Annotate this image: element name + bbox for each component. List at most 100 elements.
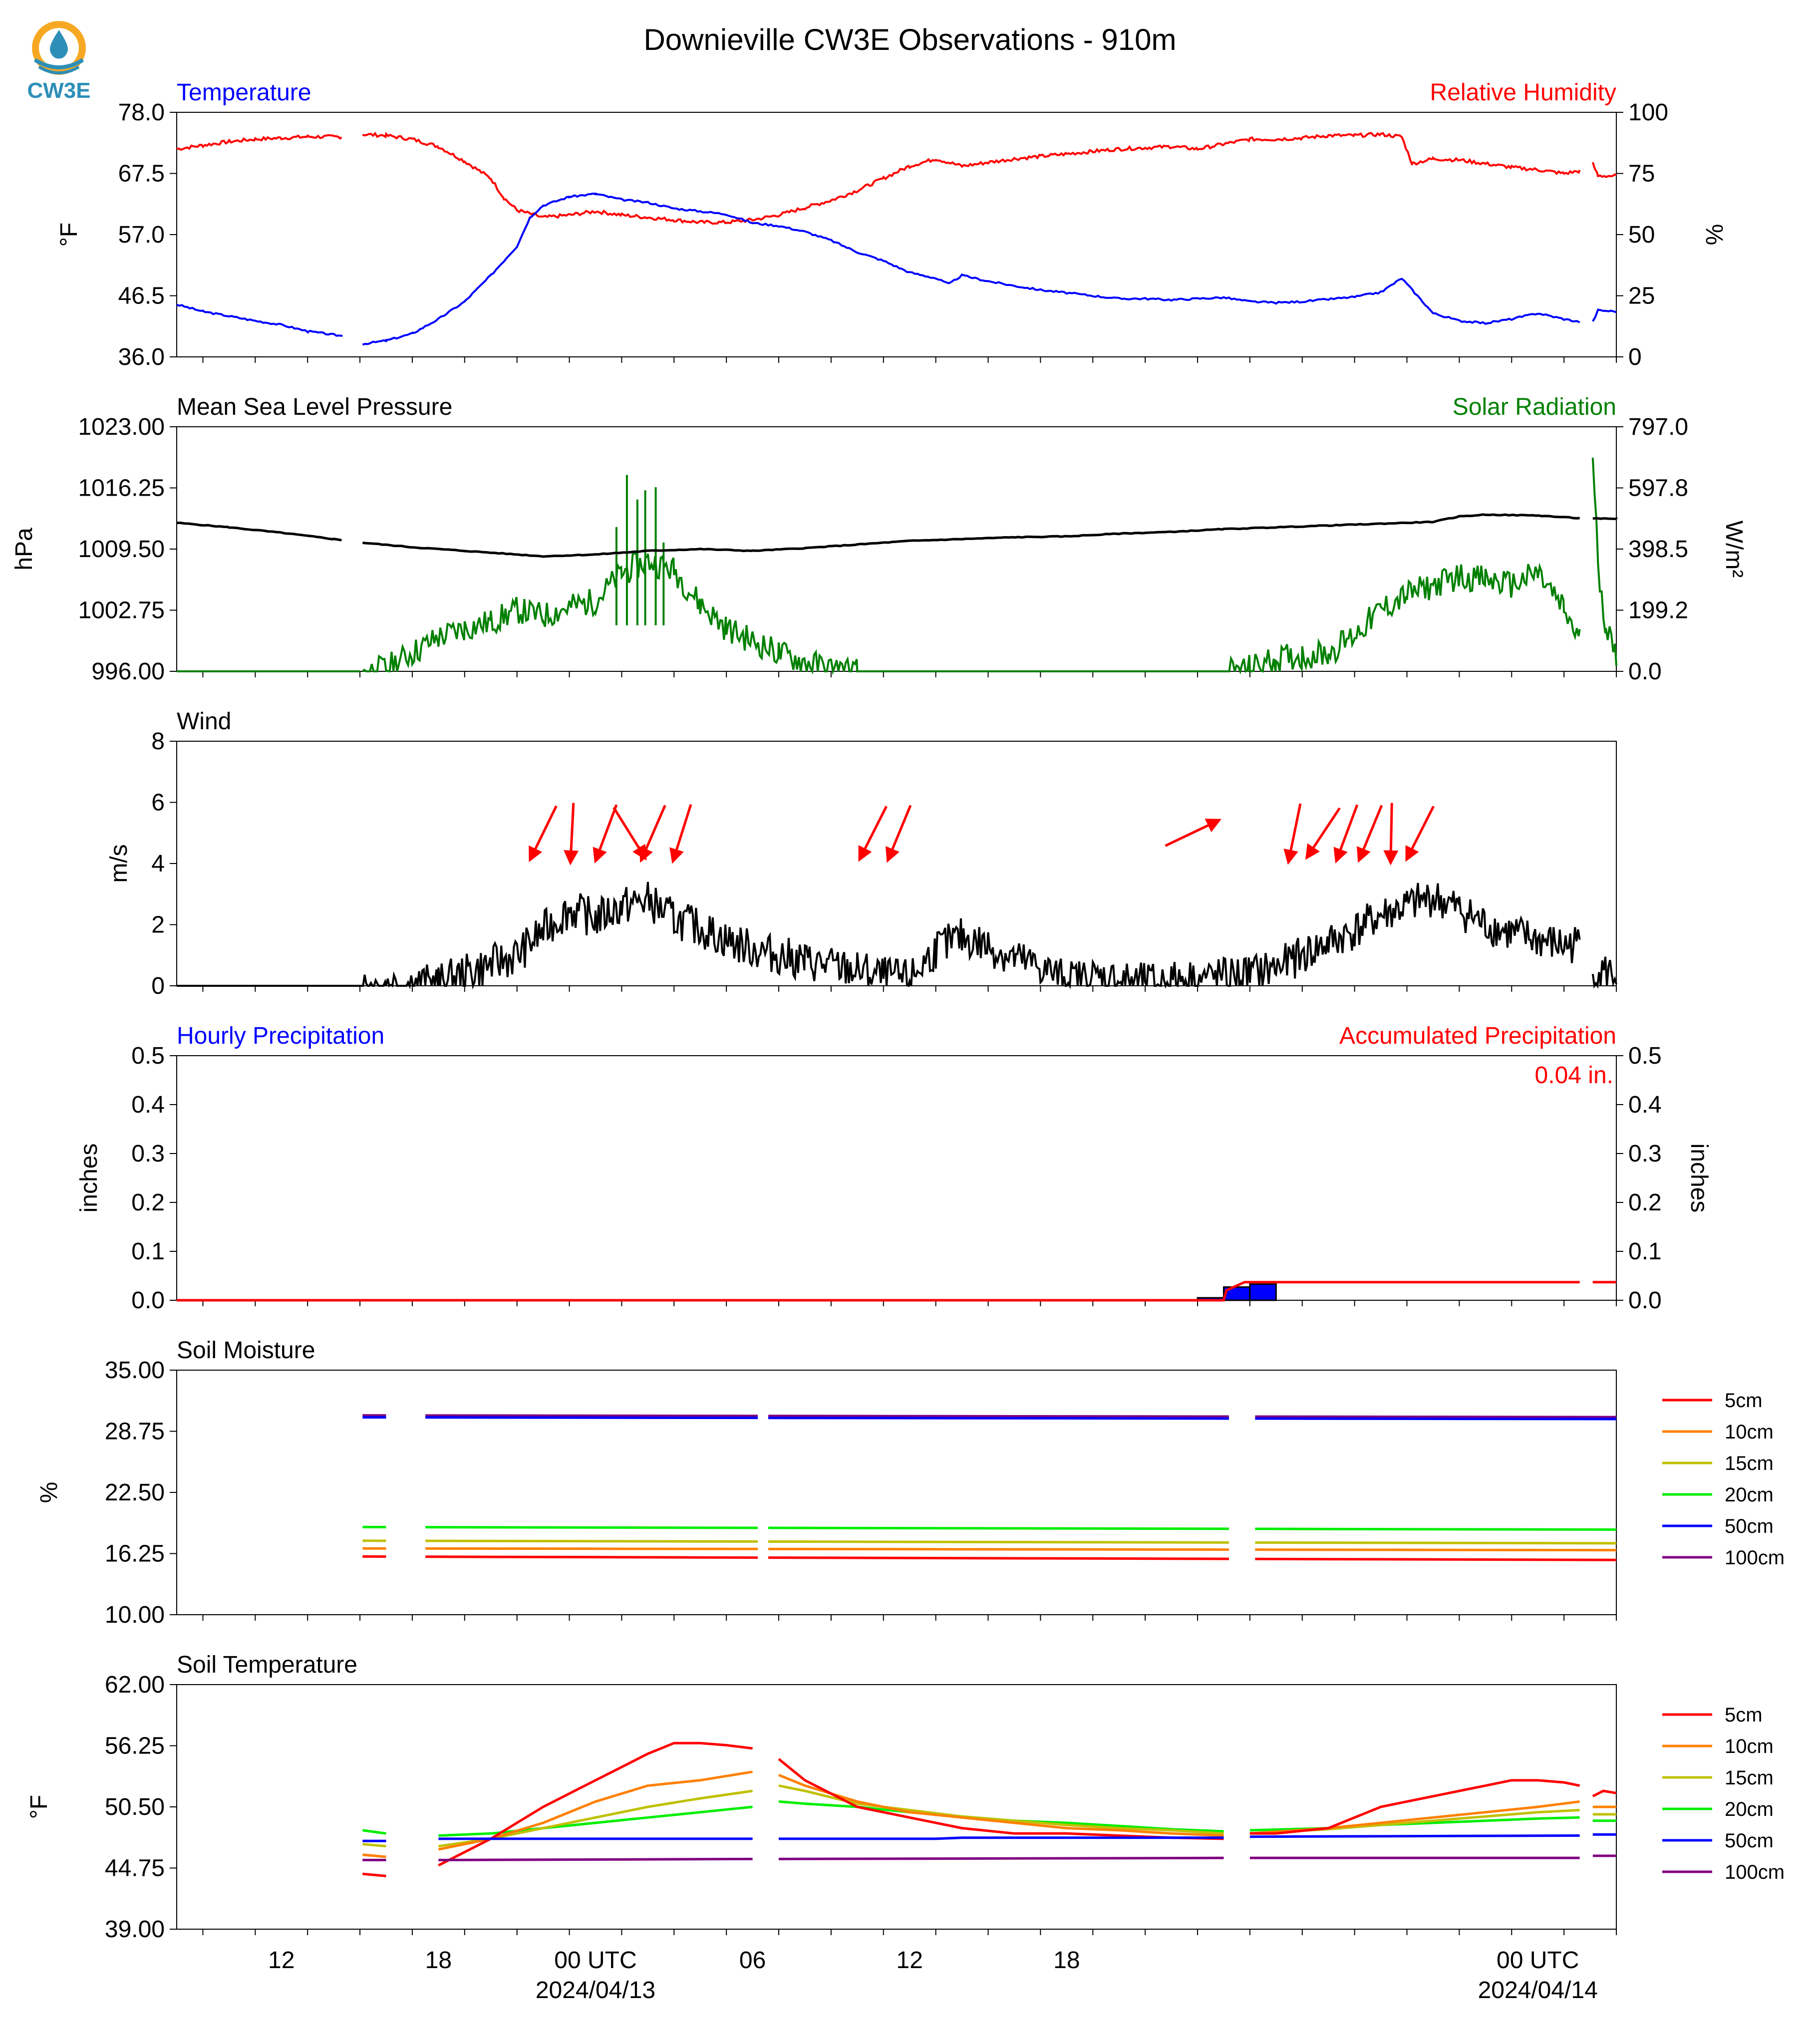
rh-line — [176, 132, 1617, 225]
humidity-tick-label: 25 — [1628, 283, 1655, 309]
temperature-tick-label: 36.0 — [118, 344, 165, 370]
soil-temp-line-100cm — [362, 1854, 1616, 1861]
wind-tick-label: 2 — [151, 912, 165, 938]
hourly-precip-bar — [1249, 1283, 1277, 1301]
legend-label: 5cm — [1725, 1704, 1763, 1726]
legend-label: 100cm — [1725, 1861, 1785, 1883]
soil-moisture-panel: Soil Moisture 35.00 28.75 22.50 16.25 10.00% 5… — [36, 1337, 1785, 1628]
wind-direction-arrow — [1165, 819, 1222, 847]
cw3e-logo-icon: CW3E — [27, 21, 91, 103]
soil-temperature-panel: Soil Temperature 62.00 56.25 50.50 44.75 39.0… — [26, 1652, 1785, 1943]
pressure-panel: Mean Sea Level Pressure Solar Radiation 10… — [11, 394, 1747, 685]
solar-tick-label: 199.2 — [1628, 597, 1688, 624]
humidity-tick-label: 0 — [1628, 344, 1642, 370]
wind-direction-arrow — [886, 805, 912, 863]
solar-tick-label: 0.0 — [1628, 658, 1662, 685]
x-date-label: 2024/04/13 — [536, 1977, 655, 2004]
soil-moisture-tick-label: 28.75 — [105, 1419, 165, 1445]
wind-direction-arrow — [529, 805, 558, 863]
legend-label: 100cm — [1725, 1547, 1785, 1569]
accum-total-label: 0.04 in. — [1535, 1062, 1613, 1089]
legend-label: 50cm — [1725, 1830, 1774, 1852]
wind-tick-label: 6 — [151, 790, 165, 816]
humidity-tick-label: 50 — [1628, 222, 1655, 248]
hourly-precip-tick-label: 0.0 — [131, 1287, 165, 1314]
soil-moisture-tick-label: 10.00 — [105, 1602, 165, 1628]
wind-direction-arrow — [1283, 803, 1302, 865]
panel-title-left: Hourly Precipitation — [177, 1023, 384, 1049]
panel-title-left: Soil Moisture — [177, 1337, 315, 1364]
x-tick-label: 18 — [425, 1947, 452, 1974]
pressure-tick-label: 1016.25 — [78, 475, 165, 502]
x-tick-label: 00 UTC — [1497, 1947, 1579, 1974]
soil-temp-line-50cm — [362, 1833, 1616, 1842]
y-axis-label: °F — [26, 1795, 52, 1819]
wind-direction-arrow — [564, 803, 579, 866]
soil-moisture-tick-label: 35.00 — [105, 1357, 165, 1384]
pressure-line — [177, 513, 1618, 558]
accum-precip-tick-label: 0.3 — [1628, 1141, 1662, 1167]
humidity-tick-label: 75 — [1628, 161, 1655, 187]
soil-moisture-line-50cm — [362, 1416, 1617, 1421]
legend-label: 50cm — [1725, 1515, 1774, 1537]
panel-title-left: Wind — [177, 708, 231, 735]
wind-tick-label: 0 — [151, 973, 165, 999]
soil-temperature-tick-label: 39.00 — [105, 1916, 165, 1943]
temperature-tick-label: 46.5 — [118, 283, 165, 309]
accum-precip-tick-label: 0.2 — [1628, 1189, 1662, 1216]
temperature-tick-label: 67.5 — [118, 161, 165, 187]
soil-moisture-line-10cm — [362, 1547, 1617, 1552]
accum-precip-tick-label: 0.0 — [1628, 1287, 1662, 1314]
hourly-precip-tick-label: 0.5 — [131, 1043, 165, 1069]
temperature-tick-label: 57.0 — [118, 222, 165, 248]
y-axis-label: hPa — [11, 528, 37, 571]
x-tick-label: 06 — [739, 1947, 766, 1974]
panel-title-left: Soil Temperature — [177, 1652, 357, 1678]
pressure-tick-label: 996.00 — [91, 658, 165, 685]
logo-text: CW3E — [27, 78, 90, 103]
soil-temp-line-15cm — [362, 1784, 1616, 1848]
soil-moisture-line-100cm — [362, 1414, 1617, 1419]
soil-moisture-line-15cm — [362, 1539, 1617, 1545]
panel-title-right: Relative Humidity — [1430, 79, 1616, 106]
solar-line — [177, 457, 1617, 675]
wind-tick-label: 4 — [151, 851, 165, 877]
legend-label: 10cm — [1725, 1736, 1774, 1757]
wind-direction-arrow — [1356, 805, 1383, 863]
panel-title-left: Temperature — [177, 79, 311, 106]
wind-direction-arrow — [593, 804, 618, 864]
legend-label: 10cm — [1725, 1421, 1774, 1443]
soil-temp-line-5cm — [362, 1741, 1617, 1877]
wind-speed-line — [177, 881, 1617, 990]
y-axis-label: inches — [76, 1144, 102, 1213]
y-axis-label: % — [36, 1482, 62, 1503]
accum-precip-line — [177, 1281, 1616, 1302]
x-tick-label: 18 — [1053, 1947, 1080, 1974]
accum-precip-tick-label: 0.5 — [1628, 1043, 1662, 1069]
wind-direction-arrow — [1405, 806, 1435, 862]
legend-label: 5cm — [1725, 1390, 1763, 1412]
x-axis-labels: 12 18 00 UTC 06 12 18 00 UTC 2024/04/13 2024/04/… — [268, 1947, 1598, 2004]
soil-temp-line-10cm — [362, 1770, 1616, 1858]
soil-temperature-tick-label: 44.75 — [105, 1855, 165, 1882]
panel-title-right: Solar Radiation — [1453, 394, 1616, 420]
y2-axis-label: inches — [1686, 1144, 1712, 1213]
legend-label: 20cm — [1725, 1484, 1774, 1506]
x-date-label: 2024/04/14 — [1478, 1977, 1598, 2004]
temperature-tick-label: 78.0 — [118, 99, 165, 126]
accum-precip-tick-label: 0.1 — [1628, 1238, 1662, 1265]
hourly-precip-tick-label: 0.3 — [131, 1141, 165, 1167]
solar-tick-label: 398.5 — [1628, 536, 1688, 563]
soil-moisture-tick-label: 22.50 — [105, 1479, 165, 1506]
y-axis-label: °F — [56, 223, 82, 247]
y2-axis-label: % — [1701, 224, 1727, 246]
humidity-tick-label: 100 — [1628, 99, 1668, 126]
y-axis-label: m/s — [106, 844, 132, 882]
legend-label: 15cm — [1725, 1767, 1774, 1789]
x-tick-label: 12 — [897, 1947, 923, 1974]
temperature-line — [176, 192, 1617, 346]
pressure-tick-label: 1009.50 — [78, 536, 165, 563]
hourly-precip-tick-label: 0.4 — [131, 1092, 165, 1118]
wind-panel: Wind 8 6 4 2 0 m/s — [106, 708, 1617, 999]
wind-direction-arrow — [669, 804, 692, 864]
